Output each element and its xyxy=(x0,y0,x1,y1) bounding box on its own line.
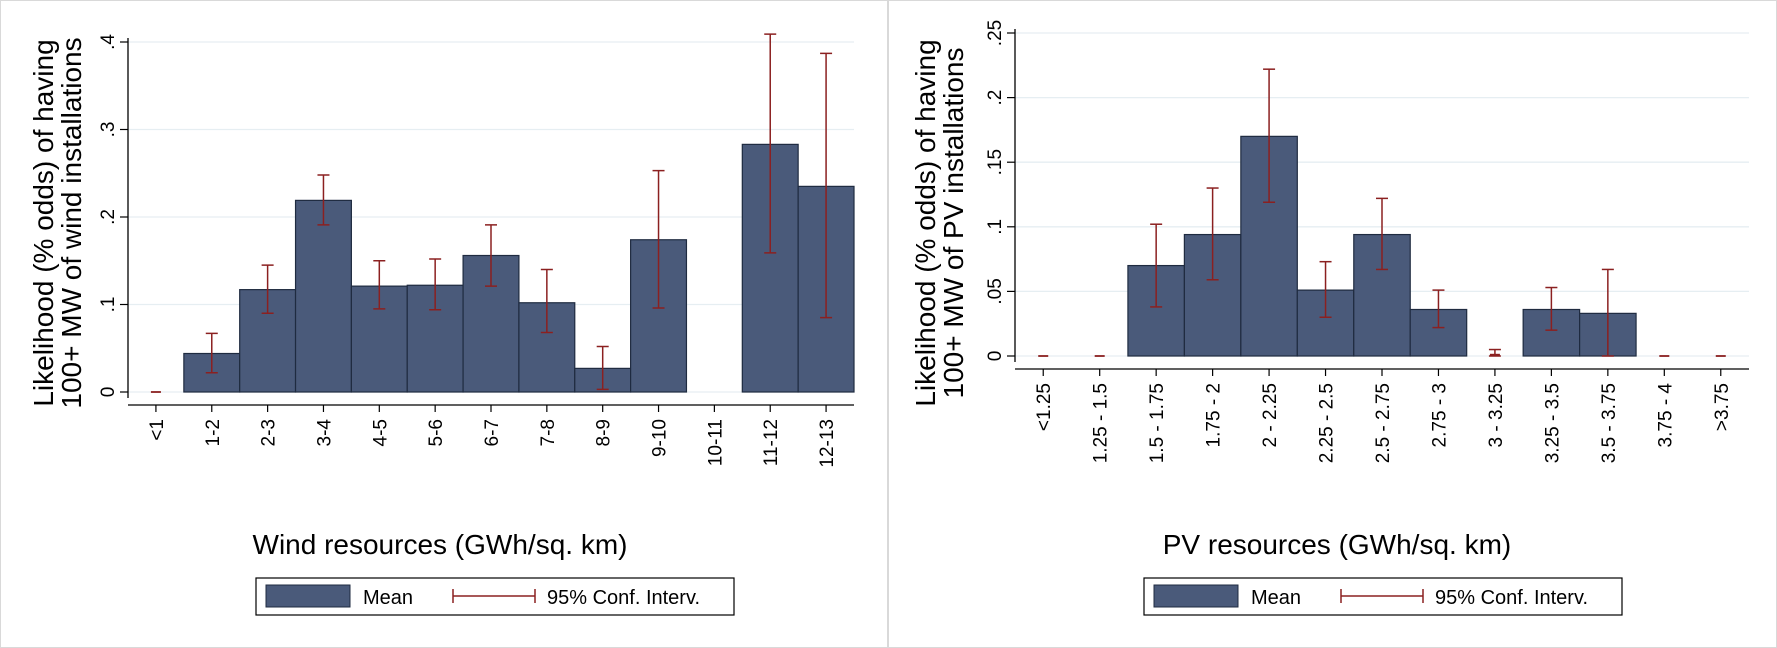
wind-ci-whisker xyxy=(261,264,274,314)
pv-y-tick-label: 0 xyxy=(985,351,1006,362)
wind-confidence-intervals xyxy=(205,33,833,391)
wind-ci-whisker xyxy=(652,169,665,309)
pv-x-tick-label: 2 - 2.25 xyxy=(1260,383,1281,447)
pv-ci-whisker xyxy=(1150,223,1163,308)
pv-y-axis-title-line1: Likelihood (% odds) of having xyxy=(910,39,941,406)
wind-x-tick-label: 5-6 xyxy=(426,419,447,446)
wind-ci-whisker xyxy=(540,268,553,334)
pv-legend-ci-swatch xyxy=(1340,589,1424,603)
pv-ci-whisker xyxy=(1488,348,1501,357)
wind-y-axis-title-line2: 100+ MW of wind installations xyxy=(56,37,87,408)
wind-ci-whisker xyxy=(485,224,497,287)
pv-x-tick-label: 2.25 - 2.5 xyxy=(1317,383,1338,463)
wind-y-tick-label: .3 xyxy=(98,122,119,138)
wind-x-tick-label: 8-9 xyxy=(594,419,615,446)
pv-ci-whisker xyxy=(1319,260,1332,318)
pv-y-tick-label: .1 xyxy=(985,219,1006,235)
wind-bar xyxy=(294,199,352,393)
pv-ci-whisker xyxy=(1545,286,1558,331)
wind-y-tick-label: .2 xyxy=(98,209,119,225)
pv-x-tick-label: 3.25 - 3.5 xyxy=(1542,383,1563,463)
pv-y-tick-labels: 0 .05 .1 .15 .2 .25 xyxy=(985,20,1006,362)
wind-x-tick-label: 2-3 xyxy=(259,419,280,446)
pv-legend-mean-label: Mean xyxy=(1251,587,1301,609)
wind-y-tick-label: 0 xyxy=(98,387,119,398)
wind-legend-ci-swatch xyxy=(452,589,536,603)
wind-y-axis-title-line1: Likelihood (% odds) of having xyxy=(28,39,59,406)
wind-chart-panel: 0 .1 .2 .3 .4 <1 1-2 2-3 3-4 4-5 5-6 6-7 7-8 8-9 9-10… xyxy=(0,0,888,648)
wind-bars xyxy=(150,143,855,393)
wind-x-tick-label: 11-12 xyxy=(761,419,782,466)
wind-legend-ci-label: 95% Conf. Interv. xyxy=(547,587,700,609)
wind-x-tick-label: 12-13 xyxy=(817,419,838,468)
pv-y-axis-title-line2: 100+ MW of PV installations xyxy=(938,48,969,399)
wind-x-tick-label: 10-11 xyxy=(705,419,726,466)
wind-x-axis-title: Wind resources (GWh/sq. km) xyxy=(253,529,628,560)
wind-ci-whisker xyxy=(820,52,833,319)
pv-x-tick-label: 2.5 - 2.75 xyxy=(1373,383,1394,463)
wind-y-tick-labels: 0 .1 .2 .3 .4 xyxy=(98,34,119,398)
pv-x-tick-label: 3.5 - 3.75 xyxy=(1599,383,1620,463)
pv-x-tick-label: 1.25 - 1.5 xyxy=(1091,383,1112,463)
pv-bars xyxy=(1038,135,1726,357)
pv-y-tick-label: .05 xyxy=(985,278,1006,304)
pv-x-tick-label: 3.75 - 4 xyxy=(1655,383,1676,448)
wind-axes xyxy=(120,38,854,412)
pv-legend-ci-label: 95% Conf. Interv. xyxy=(1435,587,1588,609)
wind-chart: 0 .1 .2 .3 .4 <1 1-2 2-3 3-4 4-5 5-6 6-7 7-8 8-9 9-10… xyxy=(28,33,855,616)
pv-y-tick-label: .15 xyxy=(985,149,1006,175)
pv-ci-whisker xyxy=(1601,268,1614,357)
wind-ci-whisker xyxy=(596,345,609,391)
pv-confidence-intervals xyxy=(1150,68,1614,357)
wind-x-tick-label: 3-4 xyxy=(314,419,335,447)
pv-axes xyxy=(1007,29,1749,376)
wind-ci-whisker xyxy=(317,174,330,226)
pv-chart: 0 .05 .1 .15 .2 .25 <1.25 1.25 - 1.5 1.5 - 1.75… xyxy=(910,20,1749,616)
wind-ci-whisker xyxy=(764,33,777,254)
pv-x-tick-label: 2.75 - 3 xyxy=(1429,383,1450,447)
wind-x-tick-label: 4-5 xyxy=(370,419,391,446)
wind-x-tick-label: 7-8 xyxy=(538,419,559,446)
pv-x-tick-label: >3.75 xyxy=(1712,383,1733,431)
pv-x-tick-label: 1.75 - 2 xyxy=(1204,383,1225,447)
wind-legend: Mean 95% Conf. Interv. xyxy=(255,577,735,616)
pv-y-tick-label: .25 xyxy=(985,20,1006,46)
pv-ci-whisker xyxy=(1376,197,1388,271)
wind-legend-mean-label: Mean xyxy=(363,587,413,609)
pv-legend-mean-swatch xyxy=(1153,584,1239,608)
wind-y-tick-label: .4 xyxy=(98,34,119,50)
wind-ci-whisker xyxy=(373,260,386,310)
pv-legend: Mean 95% Conf. Interv. xyxy=(1143,577,1623,616)
pv-chart-panel: 0 .05 .1 .15 .2 .25 <1.25 1.25 - 1.5 1.5 - 1.75… xyxy=(888,0,1777,648)
pv-bar xyxy=(1240,135,1298,357)
pv-x-axis-title: PV resources (GWh/sq. km) xyxy=(1163,529,1512,560)
wind-x-tick-label: 1-2 xyxy=(203,419,224,446)
pv-y-tick-label: .2 xyxy=(985,90,1006,106)
pv-ci-whisker xyxy=(1206,187,1219,281)
wind-legend-mean-swatch xyxy=(265,584,351,608)
wind-x-tick-label: <1 xyxy=(147,419,168,441)
pv-ci-whisker xyxy=(1432,289,1445,329)
wind-y-tick-label: .1 xyxy=(98,297,119,313)
pv-x-tick-labels: <1.25 1.25 - 1.5 1.5 - 1.75 1.75 - 2 2 - 2.2… xyxy=(1034,383,1733,464)
wind-ci-whisker xyxy=(429,258,442,311)
pv-x-tick-label: <1.25 xyxy=(1034,383,1055,431)
wind-x-tick-label: 6-7 xyxy=(482,419,503,446)
pv-x-tick-label: 1.5 - 1.75 xyxy=(1147,383,1168,463)
wind-x-tick-labels: <1 1-2 2-3 3-4 4-5 5-6 6-7 7-8 8-9 9-10 10-11 11-12… xyxy=(147,419,838,468)
pv-x-tick-label: 3 - 3.25 xyxy=(1486,383,1507,447)
wind-x-tick-label: 9-10 xyxy=(650,419,671,457)
wind-ci-whisker xyxy=(205,332,218,374)
pv-ci-whisker xyxy=(1263,68,1276,204)
